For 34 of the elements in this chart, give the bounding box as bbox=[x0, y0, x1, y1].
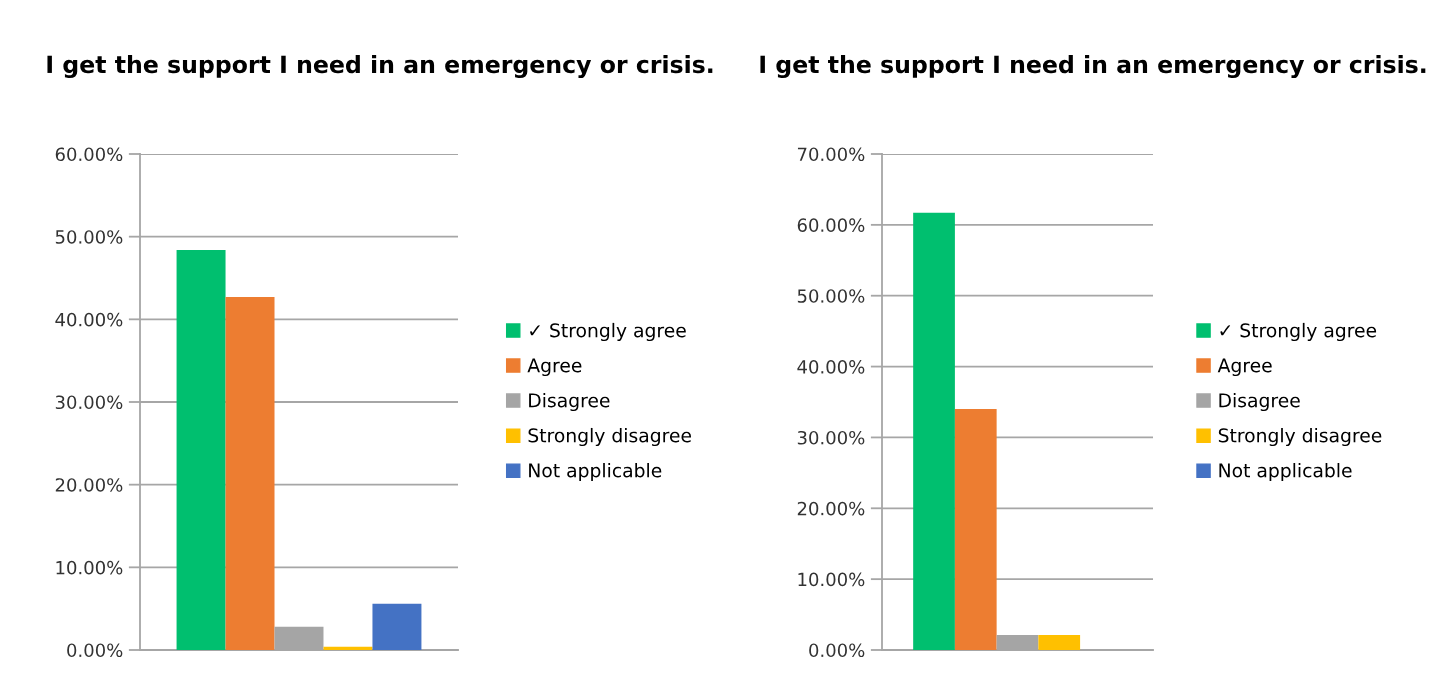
legend-label: Not applicable bbox=[1219, 462, 1352, 482]
chart-title: I get the support I need in an emergency or crisis. bbox=[47, 55, 713, 79]
bar bbox=[913, 212, 955, 650]
y-tick-label: 0.00% bbox=[809, 643, 865, 658]
legend-label: ✓ Strongly agree bbox=[1220, 322, 1377, 342]
y-tick-label: 10.00% bbox=[798, 572, 865, 587]
y-tick-label: 60.00% bbox=[797, 218, 865, 232]
bar bbox=[954, 409, 997, 650]
y-tick-label: 40.00% bbox=[55, 312, 123, 327]
bar bbox=[372, 603, 422, 650]
legend-label: Strongly disagree bbox=[528, 427, 691, 447]
legend-label: ✓ Strongly agree bbox=[530, 322, 686, 342]
legend-label: Disagree bbox=[1219, 392, 1300, 412]
y-tick-label: 30.00% bbox=[797, 430, 865, 445]
y-tick-label: 50.00% bbox=[55, 230, 123, 244]
y-tick-label: 50.00% bbox=[797, 289, 865, 303]
bar bbox=[1038, 635, 1081, 650]
y-tick-label: 20.00% bbox=[55, 478, 123, 492]
bar bbox=[323, 646, 373, 650]
y-tick-label: 20.00% bbox=[797, 501, 865, 516]
y-tick-label: 30.00% bbox=[55, 395, 123, 410]
chart-title: I get the support I need in an emergency or crisis. bbox=[760, 55, 1426, 79]
legend-label: Strongly disagree bbox=[1218, 427, 1382, 447]
legend-label: Not applicable bbox=[529, 462, 662, 482]
legend-label: Disagree bbox=[529, 392, 610, 412]
legend-label: Agree bbox=[527, 358, 582, 377]
bar bbox=[225, 297, 275, 650]
legend-label: Agree bbox=[1217, 358, 1272, 377]
bar bbox=[176, 249, 226, 650]
y-tick-label: 60.00% bbox=[55, 147, 123, 162]
y-tick-label: 0.00% bbox=[67, 643, 123, 658]
y-tick-label: 10.00% bbox=[56, 560, 123, 575]
y-tick-label: 40.00% bbox=[797, 360, 865, 374]
y-tick-label: 70.00% bbox=[797, 147, 865, 162]
